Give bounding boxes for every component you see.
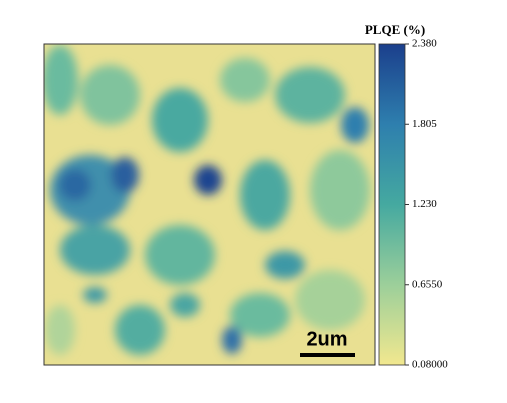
scale-bar-label: 2um (306, 328, 347, 350)
map-frame (43, 43, 376, 366)
plqe-map (44, 44, 375, 365)
colorbar-tick-label: 0.08000 (412, 359, 448, 371)
colorbar-tick-label: 2.380 (412, 38, 437, 50)
colorbar-title: PLQE (%) (365, 22, 425, 37)
colorbar-tick-label: 1.805 (412, 118, 437, 130)
colorbar (378, 43, 406, 366)
colorbar-tick-label: 0.6550 (412, 278, 443, 290)
colorbar-tick-label: 1.230 (412, 198, 437, 210)
